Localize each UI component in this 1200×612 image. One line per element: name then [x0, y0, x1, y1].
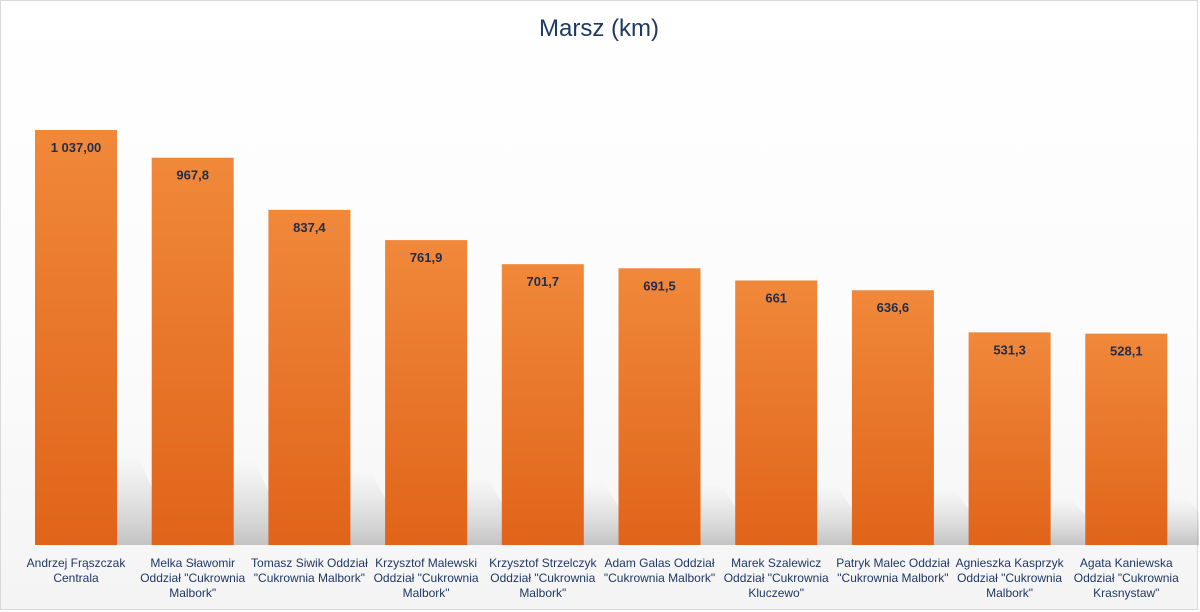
data-label: 636,6 [877, 300, 910, 315]
data-label: 837,4 [293, 220, 326, 235]
bar[interactable] [501, 264, 584, 545]
bar[interactable] [1085, 333, 1168, 545]
category-label: Patryk Malec Oddział "Cukrownia Malbork" [836, 556, 950, 585]
data-label: 701,7 [527, 274, 560, 289]
category-label: Melka Sławomir Oddział "Cukrownia Malbor… [140, 556, 246, 600]
data-label: 691,5 [643, 278, 676, 293]
bar[interactable] [385, 240, 468, 545]
bar[interactable] [35, 130, 117, 545]
category-label: Andrzej Frąszczak Centrala [26, 556, 126, 585]
category-label: Adam Galas Oddział "Cukrownia Malbork" [603, 556, 716, 585]
category-label: Tomasz Siwik Oddział "Cukrownia Malbork" [251, 556, 368, 585]
data-label: 761,9 [410, 250, 443, 265]
bar[interactable] [968, 332, 1051, 545]
bar[interactable] [851, 290, 934, 545]
data-label: 1 037,00 [51, 140, 102, 155]
bar[interactable] [735, 280, 818, 545]
category-label: Agnieszka Kasprzyk Oddział "Cukrownia Ma… [955, 556, 1064, 600]
category-label: Krzysztof Malewski Oddział "Cukrownia Ma… [373, 556, 479, 600]
bar[interactable] [618, 268, 701, 545]
bar[interactable] [268, 209, 351, 546]
data-label: 531,3 [993, 342, 1026, 357]
data-label: 661 [765, 290, 787, 305]
category-label: Marek Szalewicz Oddział "Cukrownia Klucz… [723, 556, 829, 600]
data-label: 967,8 [176, 168, 209, 183]
data-label: 528,1 [1110, 344, 1143, 359]
chart-title: Marsz (km) [539, 15, 659, 42]
bar[interactable] [151, 157, 234, 545]
category-label: Agata Kaniewska Oddział "Cukrownia Krasn… [1073, 556, 1179, 600]
category-label: Krzysztof Strzelczyk Oddział "Cukrownia … [489, 556, 597, 600]
